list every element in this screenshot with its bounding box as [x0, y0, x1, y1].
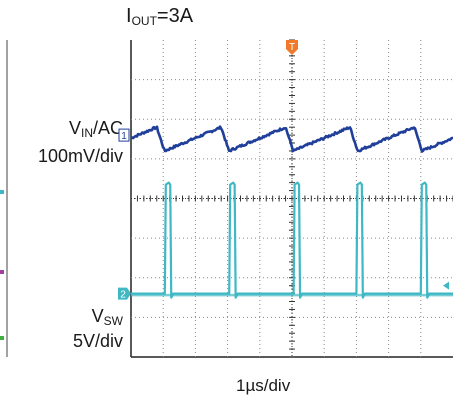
adjacent-screen-edge	[0, 40, 8, 357]
ch1-marker-label: 1	[121, 131, 127, 142]
ch2-name-label: VSW	[91, 306, 123, 328]
ch1-scale-label: 100mV/div	[37, 146, 123, 166]
vin-ripple-trace	[130, 125, 453, 153]
ch1-marker-box	[118, 128, 130, 142]
trigger-marker	[286, 40, 298, 55]
ch2-scale-label: 5V/div	[72, 331, 123, 351]
trigger-marker-label: T	[289, 42, 295, 53]
ch2-right-level-marker	[443, 281, 449, 290]
ch2-marker-box	[118, 287, 131, 300]
ch1-name-label: VIN/AC	[68, 118, 123, 140]
ch2-marker-label: 2	[120, 290, 126, 301]
timebase-label: 1µs/div	[236, 376, 291, 395]
graticule	[130, 39, 453, 358]
chart-title: IOUT=3A	[126, 5, 194, 28]
vsw-switch-trace	[131, 181, 453, 299]
